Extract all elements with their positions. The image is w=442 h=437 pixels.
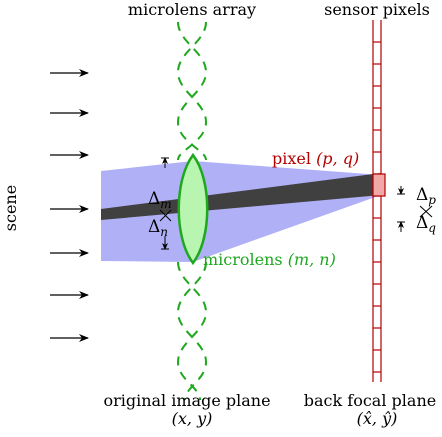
delta-p-label: Δp <box>416 185 436 207</box>
back-focal-plane-label: back focal plane <box>304 391 436 410</box>
delta-pq-markers <box>397 186 433 232</box>
original-image-plane-label: original image plane <box>103 391 270 410</box>
chief-ray <box>101 173 381 220</box>
original-image-plane-coords: (x, y) <box>172 409 213 428</box>
sensor-pixels-title: sensor pixels <box>324 0 430 19</box>
scene-arrows <box>50 69 89 342</box>
microlens-array-title: microlens array <box>128 0 256 19</box>
sensor-pixels <box>372 20 382 382</box>
microlens-mn-label: microlens (m, n) <box>203 250 336 269</box>
delta-q-label: Δq <box>416 213 436 235</box>
back-focal-plane-coords: (x̂, ŷ) <box>357 409 398 428</box>
microlens-mn <box>177 152 209 266</box>
pixel-pq-label: pixel (p, q) <box>272 149 359 168</box>
microlens-array <box>176 21 208 401</box>
delta-n-label: Δn <box>148 217 168 239</box>
delta-mn-markers <box>159 157 172 250</box>
delta-m-label: Δm <box>148 189 172 211</box>
scene-label: scene <box>1 185 20 231</box>
pixel-pq <box>372 173 386 197</box>
